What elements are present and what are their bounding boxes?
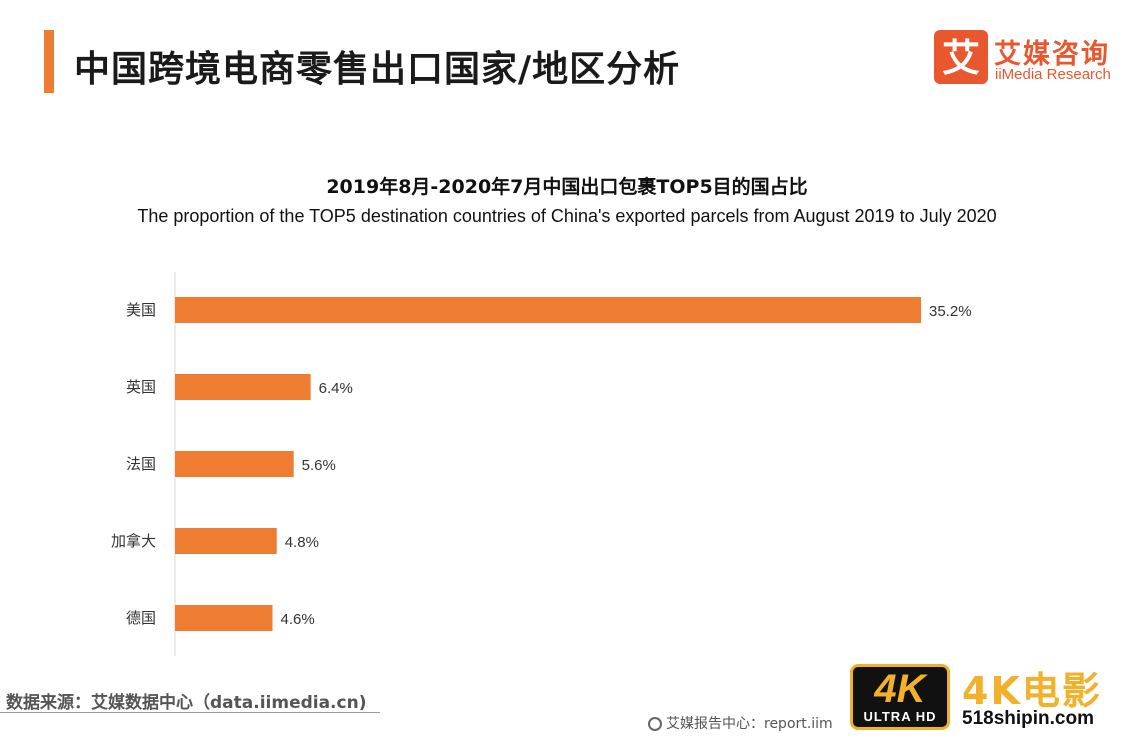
watermark-badge-main: 4K xyxy=(874,667,926,711)
bar-1 xyxy=(175,374,311,400)
bar-3 xyxy=(175,528,277,554)
watermark-url: 518shipin.com xyxy=(962,708,1094,729)
bar-4 xyxy=(175,605,273,631)
iimedia-logo-mark: 艾 xyxy=(934,30,988,84)
value-label-0: 35.2% xyxy=(929,303,972,320)
bars-group: 美国 35.2% 英国 6.4% 法国 5.6% 加拿大 4.8% 德国 4.6% xyxy=(111,297,972,631)
chart-title: 2019年8月-2020年7月中国出口包裹TOP5目的国占比 xyxy=(326,176,808,198)
source-underline xyxy=(0,712,380,713)
watermark-chinese: 4K电影 xyxy=(962,669,1102,713)
svg-text:艾: 艾 xyxy=(942,36,980,80)
report-center-text: 艾媒报告中心：report.iim xyxy=(666,716,833,732)
value-label-1: 6.4% xyxy=(319,380,353,397)
logo-chinese-name: 艾媒咨询 xyxy=(994,39,1110,70)
logo-english-name: iiMedia Research xyxy=(995,66,1111,83)
category-label-2: 法国 xyxy=(126,455,156,473)
category-label-3: 加拿大 xyxy=(111,532,156,550)
category-label-1: 英国 xyxy=(126,378,156,396)
value-label-4: 4.6% xyxy=(280,611,314,628)
bar-2 xyxy=(175,451,294,477)
value-label-2: 5.6% xyxy=(302,457,336,474)
watermark-badge-sub: ULTRA HD xyxy=(863,709,937,724)
value-label-3: 4.8% xyxy=(285,534,319,551)
bar-0 xyxy=(175,297,921,323)
watermark-4k-badge: 4K ULTRA HD xyxy=(850,664,950,730)
title-accent-bar xyxy=(44,30,54,93)
category-label-0: 美国 xyxy=(126,301,156,319)
data-source-note: 数据来源：艾媒数据中心（data.iimedia.cn) xyxy=(6,693,367,713)
chart-subtitle: The proportion of the TOP5 destination c… xyxy=(137,206,997,226)
globe-icon xyxy=(648,717,662,731)
report-center-note: 艾媒报告中心：report.iim xyxy=(648,713,833,733)
category-label-4: 德国 xyxy=(126,609,156,627)
page-title: 中国跨境电商零售出口国家/地区分析 xyxy=(74,49,681,90)
